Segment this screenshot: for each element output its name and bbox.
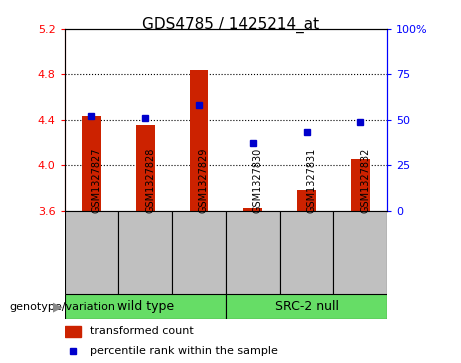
Bar [243, 208, 262, 211]
Bar [65, 211, 118, 294]
Text: GDS4785 / 1425214_at: GDS4785 / 1425214_at [142, 16, 319, 33]
Text: transformed count: transformed count [90, 326, 194, 337]
Bar [226, 211, 280, 294]
Bar [189, 70, 208, 211]
Text: GSM1327832: GSM1327832 [361, 148, 370, 213]
Text: GSM1327830: GSM1327830 [253, 148, 263, 213]
Text: GSM1327831: GSM1327831 [307, 148, 317, 213]
Bar [65, 294, 226, 319]
Text: genotype/variation: genotype/variation [9, 302, 115, 312]
Text: wild type: wild type [117, 300, 174, 313]
Bar [280, 211, 333, 294]
Bar [226, 294, 387, 319]
Text: SRC-2 null: SRC-2 null [275, 300, 338, 313]
Bar [118, 211, 172, 294]
Text: percentile rank within the sample: percentile rank within the sample [90, 346, 278, 356]
Bar [351, 159, 370, 211]
Bar [136, 126, 154, 211]
Text: GSM1327829: GSM1327829 [199, 148, 209, 213]
Text: GSM1327827: GSM1327827 [91, 147, 101, 213]
Text: GSM1327828: GSM1327828 [145, 148, 155, 213]
Bar [65, 326, 81, 337]
Bar [82, 117, 101, 211]
Bar [333, 211, 387, 294]
Bar [172, 211, 226, 294]
Text: ▶: ▶ [53, 300, 62, 313]
Bar [297, 190, 316, 211]
